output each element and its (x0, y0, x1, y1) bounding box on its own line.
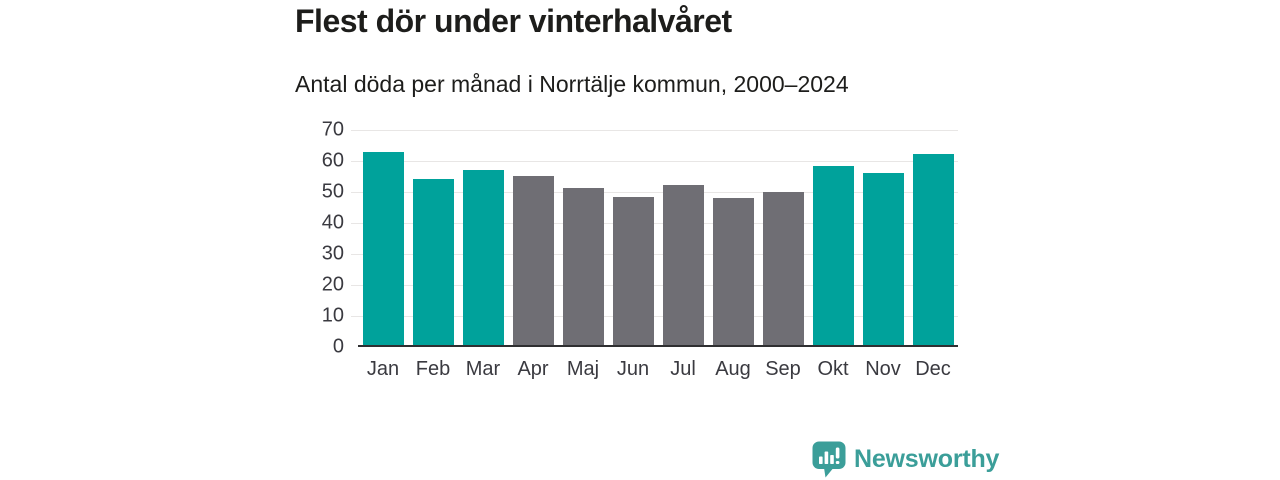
x-axis-label-jan: Jan (366, 358, 400, 380)
x-axis-label-nov: Nov (865, 358, 901, 380)
bar-chart-plot-area: 0 10 20 30 40 50 60 70 Jan Feb Mar Apr Maj Jun Jul Aug S… (322, 119, 958, 380)
y-axis-tick-label-50: 50 (321, 180, 344, 203)
y-axis-tick-label-30: 30 (321, 242, 344, 265)
bar-maj (562, 187, 604, 345)
bar-apr (512, 175, 554, 345)
x-axis-label-feb: Feb (415, 358, 451, 380)
bar-okt (812, 166, 854, 345)
y-axis-tick-label-20: 20 (321, 273, 344, 296)
x-axis-label-aug: Aug (715, 358, 751, 380)
x-axis-label-dec: Dec (915, 358, 951, 380)
gridline-y-50 (351, 191, 958, 193)
y-axis-tick-label-0: 0 (332, 335, 344, 358)
newsworthy-logo: Newsworthy (812, 441, 999, 478)
gridline-y-40 (351, 222, 958, 224)
gridline-y-10 (351, 315, 958, 317)
x-axis-label-jun: Jun (616, 358, 650, 380)
gridline-y-30 (351, 253, 958, 255)
x-axis-label-maj: Maj (566, 358, 600, 380)
x-axis-label-okt: Okt (817, 358, 849, 380)
gridline-y-60 (351, 160, 958, 162)
bar-jul (662, 184, 704, 345)
chart-subtitle: Antal döda per månad i Norrtälje kommun,… (295, 71, 849, 97)
x-axis-label-sep: Sep (765, 358, 801, 380)
bar-sep (762, 191, 804, 345)
x-axis-label-mar: Mar (465, 358, 501, 380)
bar-jun (612, 197, 654, 345)
bar-dec (912, 153, 954, 345)
newsworthy-logo-text: Newsworthy (854, 445, 1000, 473)
bar-feb (412, 179, 454, 345)
bar-jan (362, 152, 404, 345)
y-axis-tick-label-60: 60 (321, 149, 344, 172)
bar-nov (862, 172, 904, 345)
chart-title: Flest dör under vinterhalvåret (295, 3, 732, 39)
bar-mar (462, 170, 504, 345)
gridline-y-20 (351, 284, 958, 286)
gridline-y-70 (351, 129, 958, 131)
y-axis-tick-label-10: 10 (321, 304, 344, 327)
x-axis-label-apr: Apr (517, 358, 549, 380)
newsworthy-logo-icon (812, 441, 846, 478)
y-axis-tick-label-40: 40 (321, 211, 344, 234)
x-axis-line (358, 344, 958, 347)
bar-aug (712, 198, 754, 345)
y-axis-tick-label-70: 70 (321, 118, 344, 141)
x-axis-label-jul: Jul (670, 358, 696, 380)
